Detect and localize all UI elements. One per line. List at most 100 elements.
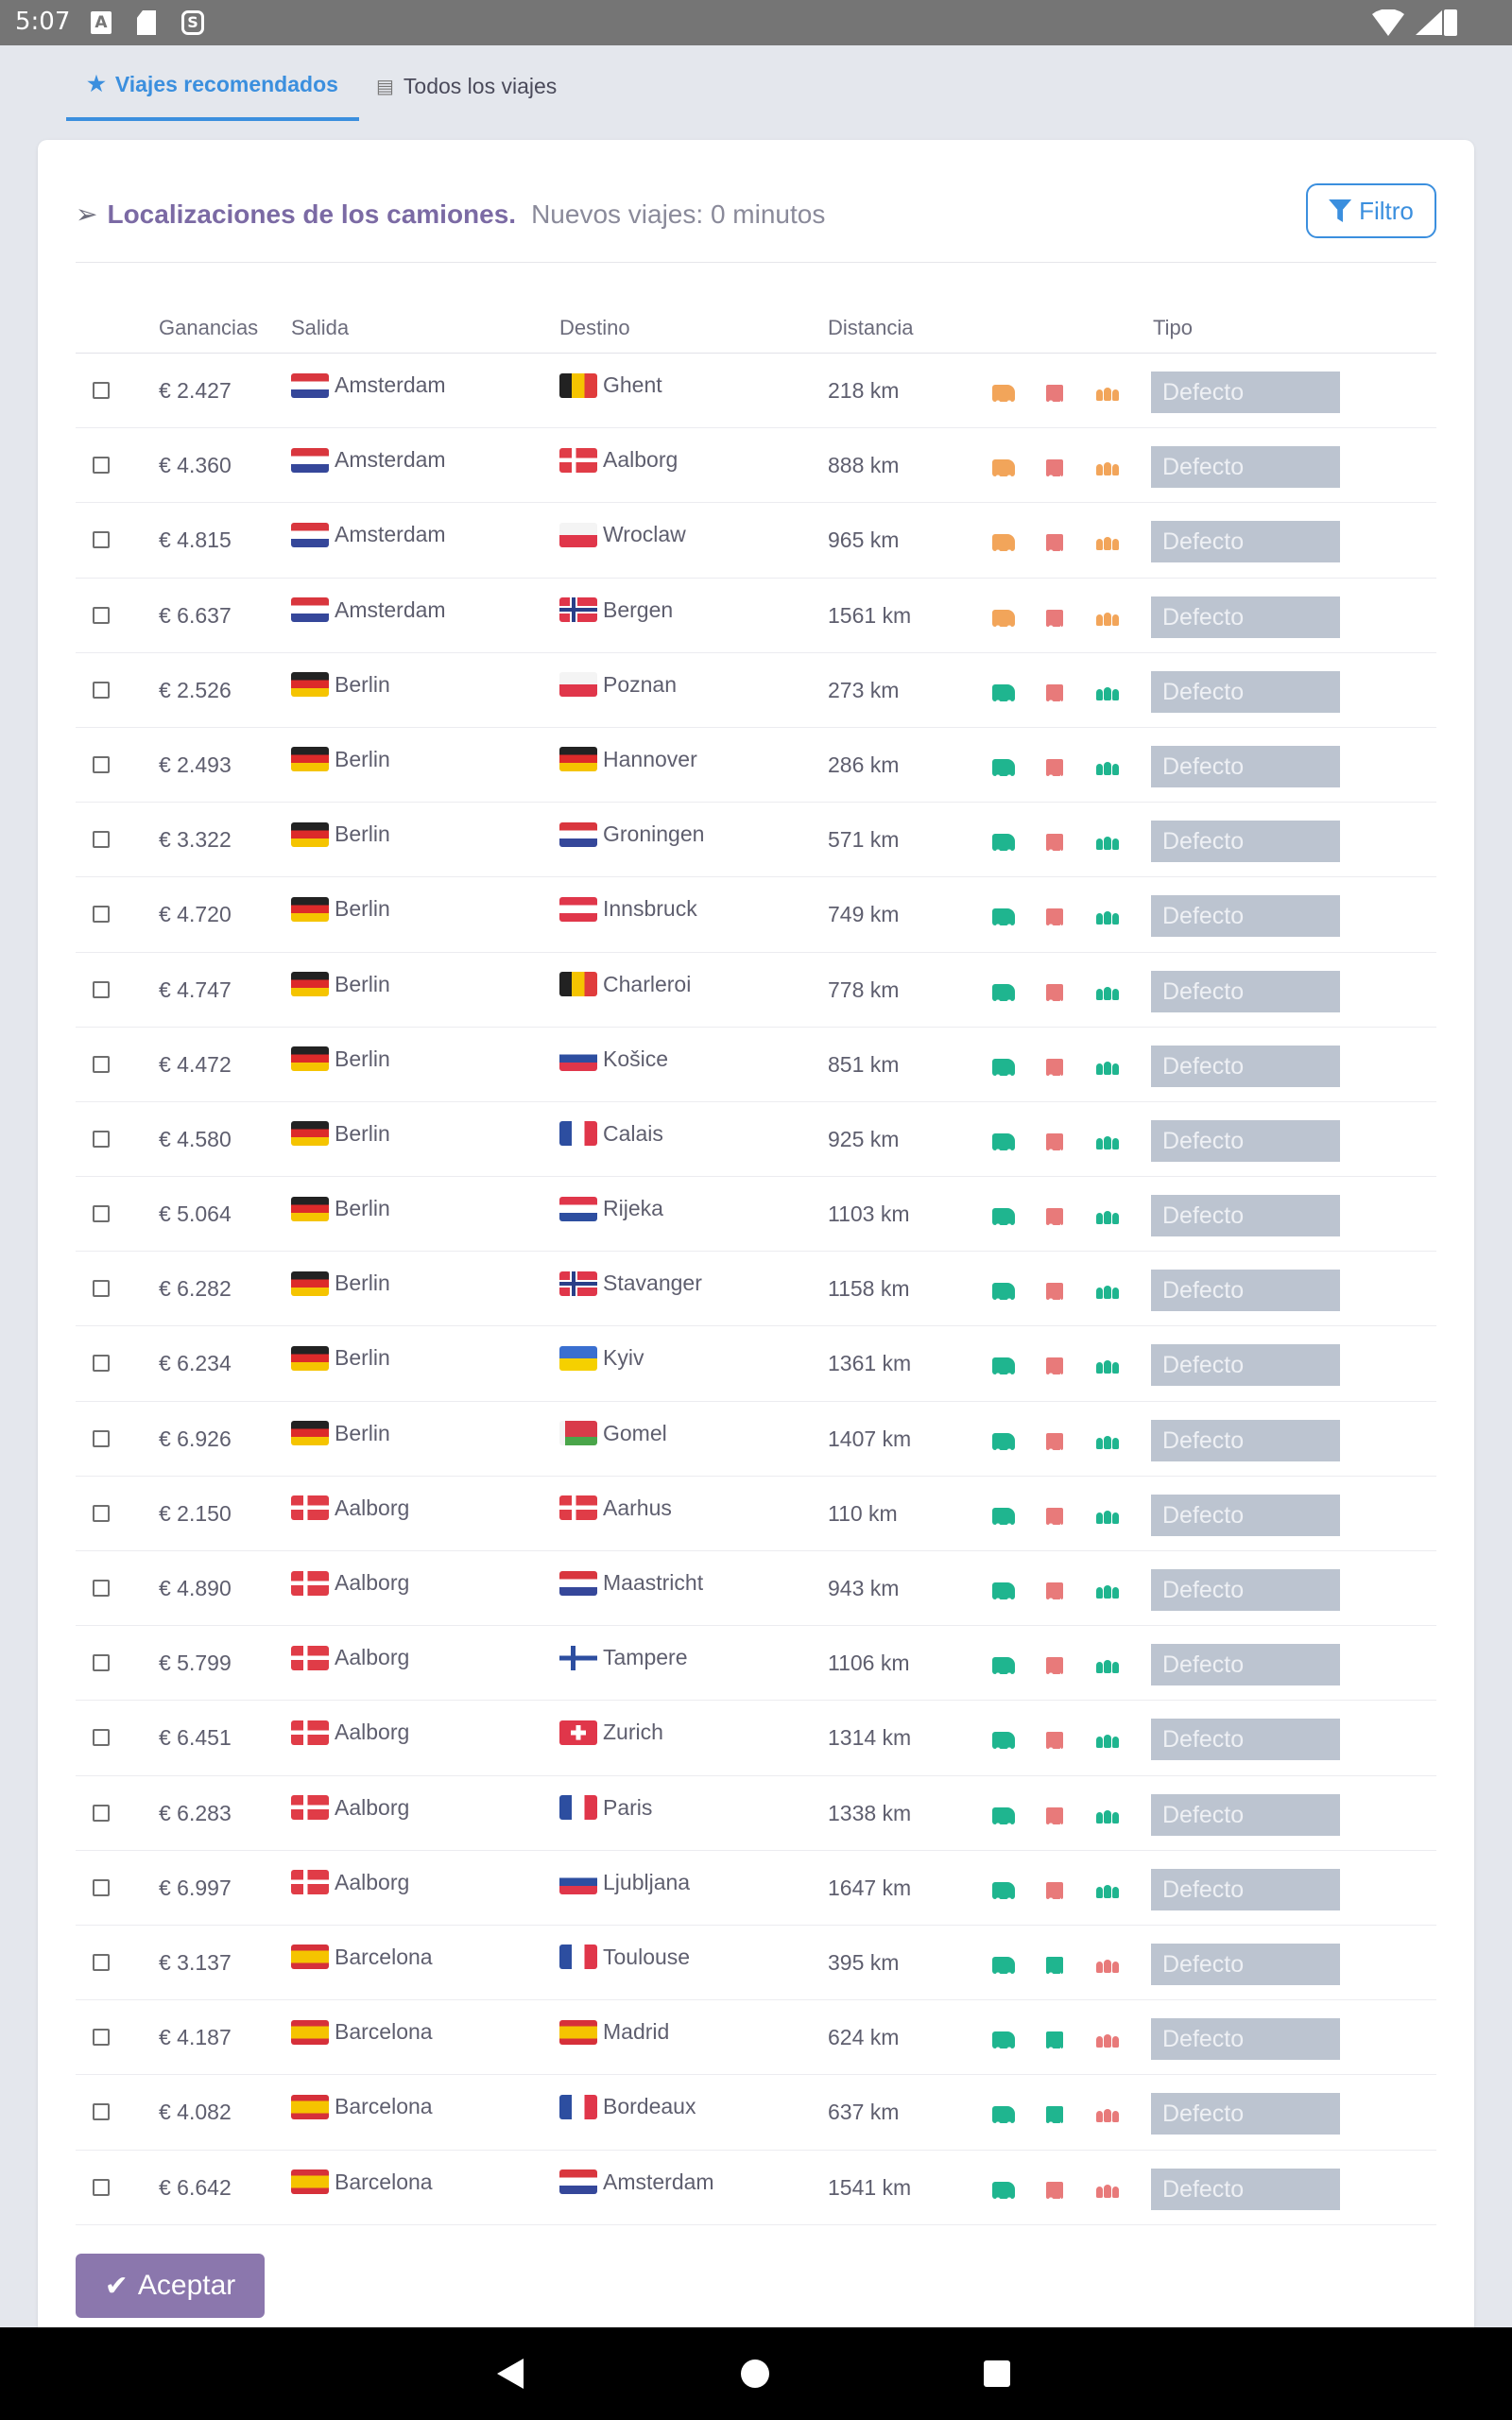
tipo-select[interactable]: Defecto — [1151, 1868, 1340, 1910]
row-checkbox[interactable] — [93, 606, 110, 624]
cell-salida: Barcelona — [291, 1945, 433, 1970]
row-checkbox[interactable] — [93, 1953, 110, 1971]
table-row[interactable]: € 6.234 Berlin Kyiv 1361 km Defecto — [76, 1326, 1436, 1402]
recents-icon[interactable] — [984, 2360, 1010, 2387]
row-checkbox[interactable] — [93, 1504, 110, 1522]
cell-users-icon — [1096, 607, 1119, 632]
truck-icon — [992, 1806, 1015, 1828]
table-row[interactable]: € 2.493 Berlin Hannover 286 km Defecto — [76, 728, 1436, 804]
back-icon[interactable] — [497, 2359, 524, 2389]
table-row[interactable]: € 3.137 Barcelona Toulouse 395 km Defecto — [76, 1926, 1436, 2001]
tipo-select[interactable]: Defecto — [1151, 1419, 1340, 1461]
table-row[interactable]: € 4.747 Berlin Charleroi 778 km Defecto — [76, 953, 1436, 1028]
row-checkbox[interactable] — [93, 1205, 110, 1223]
table-row[interactable]: € 5.064 Berlin Rijeka 1103 km Defecto — [76, 1177, 1436, 1253]
table-row[interactable]: € 4.360 Amsterdam Aalborg 888 km Defecto — [76, 428, 1436, 504]
table-row[interactable]: € 4.815 Amsterdam Wroclaw 965 km Defecto — [76, 503, 1436, 579]
row-checkbox[interactable] — [93, 1130, 110, 1148]
row-checkbox[interactable] — [93, 2103, 110, 2121]
table-row[interactable]: € 2.526 Berlin Poznan 273 km Defecto — [76, 653, 1436, 728]
row-checkbox[interactable] — [93, 1580, 110, 1597]
table-row[interactable]: € 6.283 Aalborg Paris 1338 km Defecto — [76, 1776, 1436, 1851]
tipo-select[interactable]: Defecto — [1151, 1344, 1340, 1387]
table-row[interactable]: € 2.150 Aalborg Aarhus 110 km Defecto — [76, 1477, 1436, 1551]
tab-todos-los-viajes[interactable]: ▤ Todos los viajes — [361, 51, 572, 121]
table-row[interactable]: € 6.637 Amsterdam Bergen 1561 km Defecto — [76, 579, 1436, 653]
tipo-select[interactable]: Defecto — [1151, 670, 1340, 713]
flag-de-icon — [291, 1046, 329, 1072]
cell-ganancias: € 4.890 — [159, 1576, 232, 1600]
cell-destino: Rijeka — [559, 1196, 663, 1221]
row-checkbox[interactable] — [93, 1804, 110, 1822]
table-row[interactable]: € 3.322 Berlin Groningen 571 km Defecto — [76, 803, 1436, 878]
tipo-select[interactable]: Defecto — [1151, 970, 1340, 1012]
row-checkbox[interactable] — [93, 1055, 110, 1073]
row-checkbox[interactable] — [93, 457, 110, 475]
table-row[interactable]: € 4.082 Barcelona Bordeaux 637 km Defecto — [76, 2075, 1436, 2151]
table-row[interactable]: € 4.472 Berlin Košice 851 km Defecto — [76, 1028, 1436, 1102]
row-checkbox[interactable] — [93, 382, 110, 399]
tipo-select[interactable]: Defecto — [1151, 1793, 1340, 1836]
table-row[interactable]: € 4.580 Berlin Calais 925 km Defecto — [76, 1102, 1436, 1178]
tipo-select[interactable]: Defecto — [1151, 1119, 1340, 1162]
row-checkbox[interactable] — [93, 531, 110, 549]
filter-button[interactable]: Filtro — [1306, 183, 1436, 238]
row-checkbox[interactable] — [93, 755, 110, 773]
tipo-select[interactable]: Defecto — [1151, 521, 1340, 563]
flag-dk-icon — [291, 1570, 329, 1596]
tipo-select[interactable]: Defecto — [1151, 1045, 1340, 1087]
row-checkbox[interactable] — [93, 1280, 110, 1298]
row-checkbox[interactable] — [93, 2029, 110, 2047]
tipo-select[interactable]: Defecto — [1151, 2093, 1340, 2135]
tipo-select[interactable]: Defecto — [1151, 745, 1340, 787]
cell-destino: Innsbruck — [559, 896, 697, 922]
row-checkbox[interactable] — [93, 1429, 110, 1447]
cell-distancia: 1314 km — [828, 1725, 912, 1751]
trailer-icon — [1046, 834, 1063, 856]
row-checkbox[interactable] — [93, 1355, 110, 1373]
cell-truck-icon — [992, 1654, 1015, 1680]
users-icon — [1096, 1510, 1119, 1525]
tipo-select[interactable]: Defecto — [1151, 446, 1340, 489]
row-checkbox[interactable] — [93, 1654, 110, 1672]
row-checkbox[interactable] — [93, 1729, 110, 1747]
tipo-select[interactable]: Defecto — [1151, 372, 1340, 413]
tipo-select[interactable]: Defecto — [1151, 1569, 1340, 1611]
table-row[interactable]: € 4.890 Aalborg Maastricht 943 km Defecto — [76, 1551, 1436, 1627]
cell-truck-icon — [992, 2103, 1015, 2129]
paper-plane-icon: ➢ — [76, 199, 98, 229]
table-row[interactable]: € 4.187 Barcelona Madrid 624 km Defecto — [76, 2000, 1436, 2076]
cell-distancia: 218 km — [828, 378, 900, 403]
tipo-select[interactable]: Defecto — [1151, 1195, 1340, 1237]
tipo-select[interactable]: Defecto — [1151, 1494, 1340, 1536]
flag-fi-icon — [559, 1645, 597, 1670]
row-checkbox[interactable] — [93, 906, 110, 924]
header-tipo: Tipo — [1153, 316, 1193, 339]
tipo-select[interactable]: Defecto — [1151, 1943, 1340, 1985]
table-row[interactable]: € 6.926 Berlin Gomel 1407 km Defecto — [76, 1402, 1436, 1477]
table-row[interactable]: € 6.997 Aalborg Ljubljana 1647 km Defecto — [76, 1851, 1436, 1926]
table-row[interactable]: € 4.720 Berlin Innsbruck 749 km Defecto — [76, 877, 1436, 953]
table-row[interactable]: € 6.642 Barcelona Amsterdam 1541 km Defecto — [76, 2151, 1436, 2225]
sd-card-icon — [137, 10, 156, 35]
table-row[interactable]: € 6.282 Berlin Stavanger 1158 km Defecto — [76, 1252, 1436, 1327]
tipo-select[interactable]: Defecto — [1151, 596, 1340, 638]
table-row[interactable]: € 2.427 Amsterdam Ghent 218 km Defecto — [76, 354, 1436, 429]
row-checkbox[interactable] — [93, 681, 110, 699]
tipo-select[interactable]: Defecto — [1151, 1644, 1340, 1686]
tab-viajes-recomendados[interactable]: ★ Viajes recomendados — [66, 51, 359, 121]
table-row[interactable]: € 6.451 Aalborg Zurich 1314 km Defecto — [76, 1701, 1436, 1776]
tipo-select[interactable]: Defecto — [1151, 821, 1340, 863]
row-checkbox[interactable] — [93, 2178, 110, 2196]
row-checkbox[interactable] — [93, 980, 110, 998]
row-checkbox[interactable] — [93, 1878, 110, 1896]
tipo-select[interactable]: Defecto — [1151, 895, 1340, 938]
tipo-select[interactable]: Defecto — [1151, 1270, 1340, 1312]
tipo-select[interactable]: Defecto — [1151, 2168, 1340, 2210]
accept-button[interactable]: ✔ Aceptar — [76, 2254, 265, 2318]
tipo-select[interactable]: Defecto — [1151, 2018, 1340, 2061]
table-row[interactable]: € 5.799 Aalborg Tampere 1106 km Defecto — [76, 1626, 1436, 1702]
row-checkbox[interactable] — [93, 831, 110, 849]
home-icon[interactable] — [741, 2360, 769, 2388]
tipo-select[interactable]: Defecto — [1151, 1719, 1340, 1761]
